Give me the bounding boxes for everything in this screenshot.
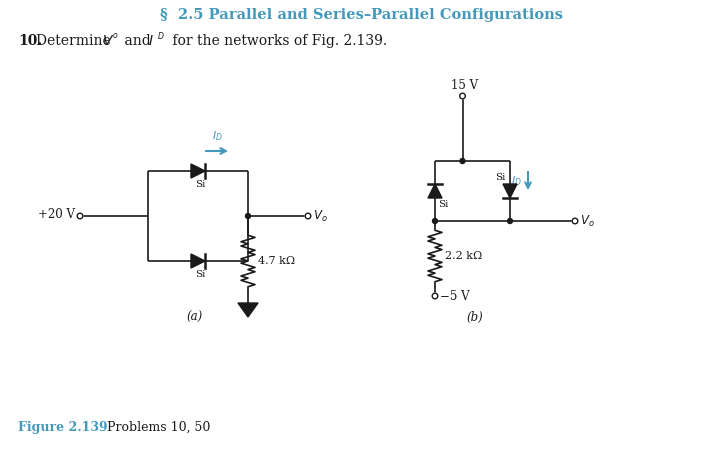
Text: for the networks of Fig. 2.139.: for the networks of Fig. 2.139. bbox=[168, 34, 387, 48]
Text: $I_D$: $I_D$ bbox=[511, 174, 522, 188]
Text: $V$: $V$ bbox=[102, 34, 114, 48]
Text: $_D$: $_D$ bbox=[157, 31, 165, 43]
Text: $I_D$: $I_D$ bbox=[212, 129, 222, 143]
Circle shape bbox=[77, 213, 83, 219]
Text: +20 V: +20 V bbox=[38, 207, 75, 220]
Circle shape bbox=[573, 218, 578, 224]
Text: and: and bbox=[120, 34, 155, 48]
Circle shape bbox=[432, 293, 438, 299]
Text: §  2.5 Parallel and Series–Parallel Configurations: § 2.5 Parallel and Series–Parallel Confi… bbox=[160, 8, 562, 22]
Text: Problems 10, 50: Problems 10, 50 bbox=[103, 421, 210, 434]
Polygon shape bbox=[191, 164, 205, 178]
Polygon shape bbox=[503, 184, 517, 198]
Text: Determine: Determine bbox=[36, 34, 115, 48]
Text: $V_o$: $V_o$ bbox=[313, 208, 328, 224]
Polygon shape bbox=[428, 184, 442, 198]
Text: 4.7 kΩ: 4.7 kΩ bbox=[258, 256, 295, 266]
Polygon shape bbox=[191, 254, 205, 268]
Text: $_o$: $_o$ bbox=[112, 31, 118, 41]
Text: Si: Si bbox=[438, 200, 448, 209]
Text: $V_o$: $V_o$ bbox=[580, 213, 595, 228]
Text: Si: Si bbox=[195, 270, 205, 279]
Text: −5 V: −5 V bbox=[440, 289, 469, 302]
Circle shape bbox=[432, 219, 438, 224]
Text: Si: Si bbox=[495, 173, 505, 182]
Circle shape bbox=[460, 93, 465, 99]
Circle shape bbox=[508, 219, 513, 224]
Text: Si: Si bbox=[195, 180, 205, 189]
Circle shape bbox=[305, 213, 310, 219]
Polygon shape bbox=[238, 303, 258, 317]
Text: $I$: $I$ bbox=[148, 34, 154, 48]
Text: Figure 2.139: Figure 2.139 bbox=[18, 421, 108, 434]
Text: 10.: 10. bbox=[18, 34, 43, 48]
Text: 15 V: 15 V bbox=[451, 79, 478, 92]
Text: 2.2 kΩ: 2.2 kΩ bbox=[445, 251, 482, 261]
Circle shape bbox=[245, 213, 251, 219]
Circle shape bbox=[460, 158, 465, 164]
Text: (a): (a) bbox=[187, 311, 203, 324]
Text: (b): (b) bbox=[466, 311, 483, 324]
